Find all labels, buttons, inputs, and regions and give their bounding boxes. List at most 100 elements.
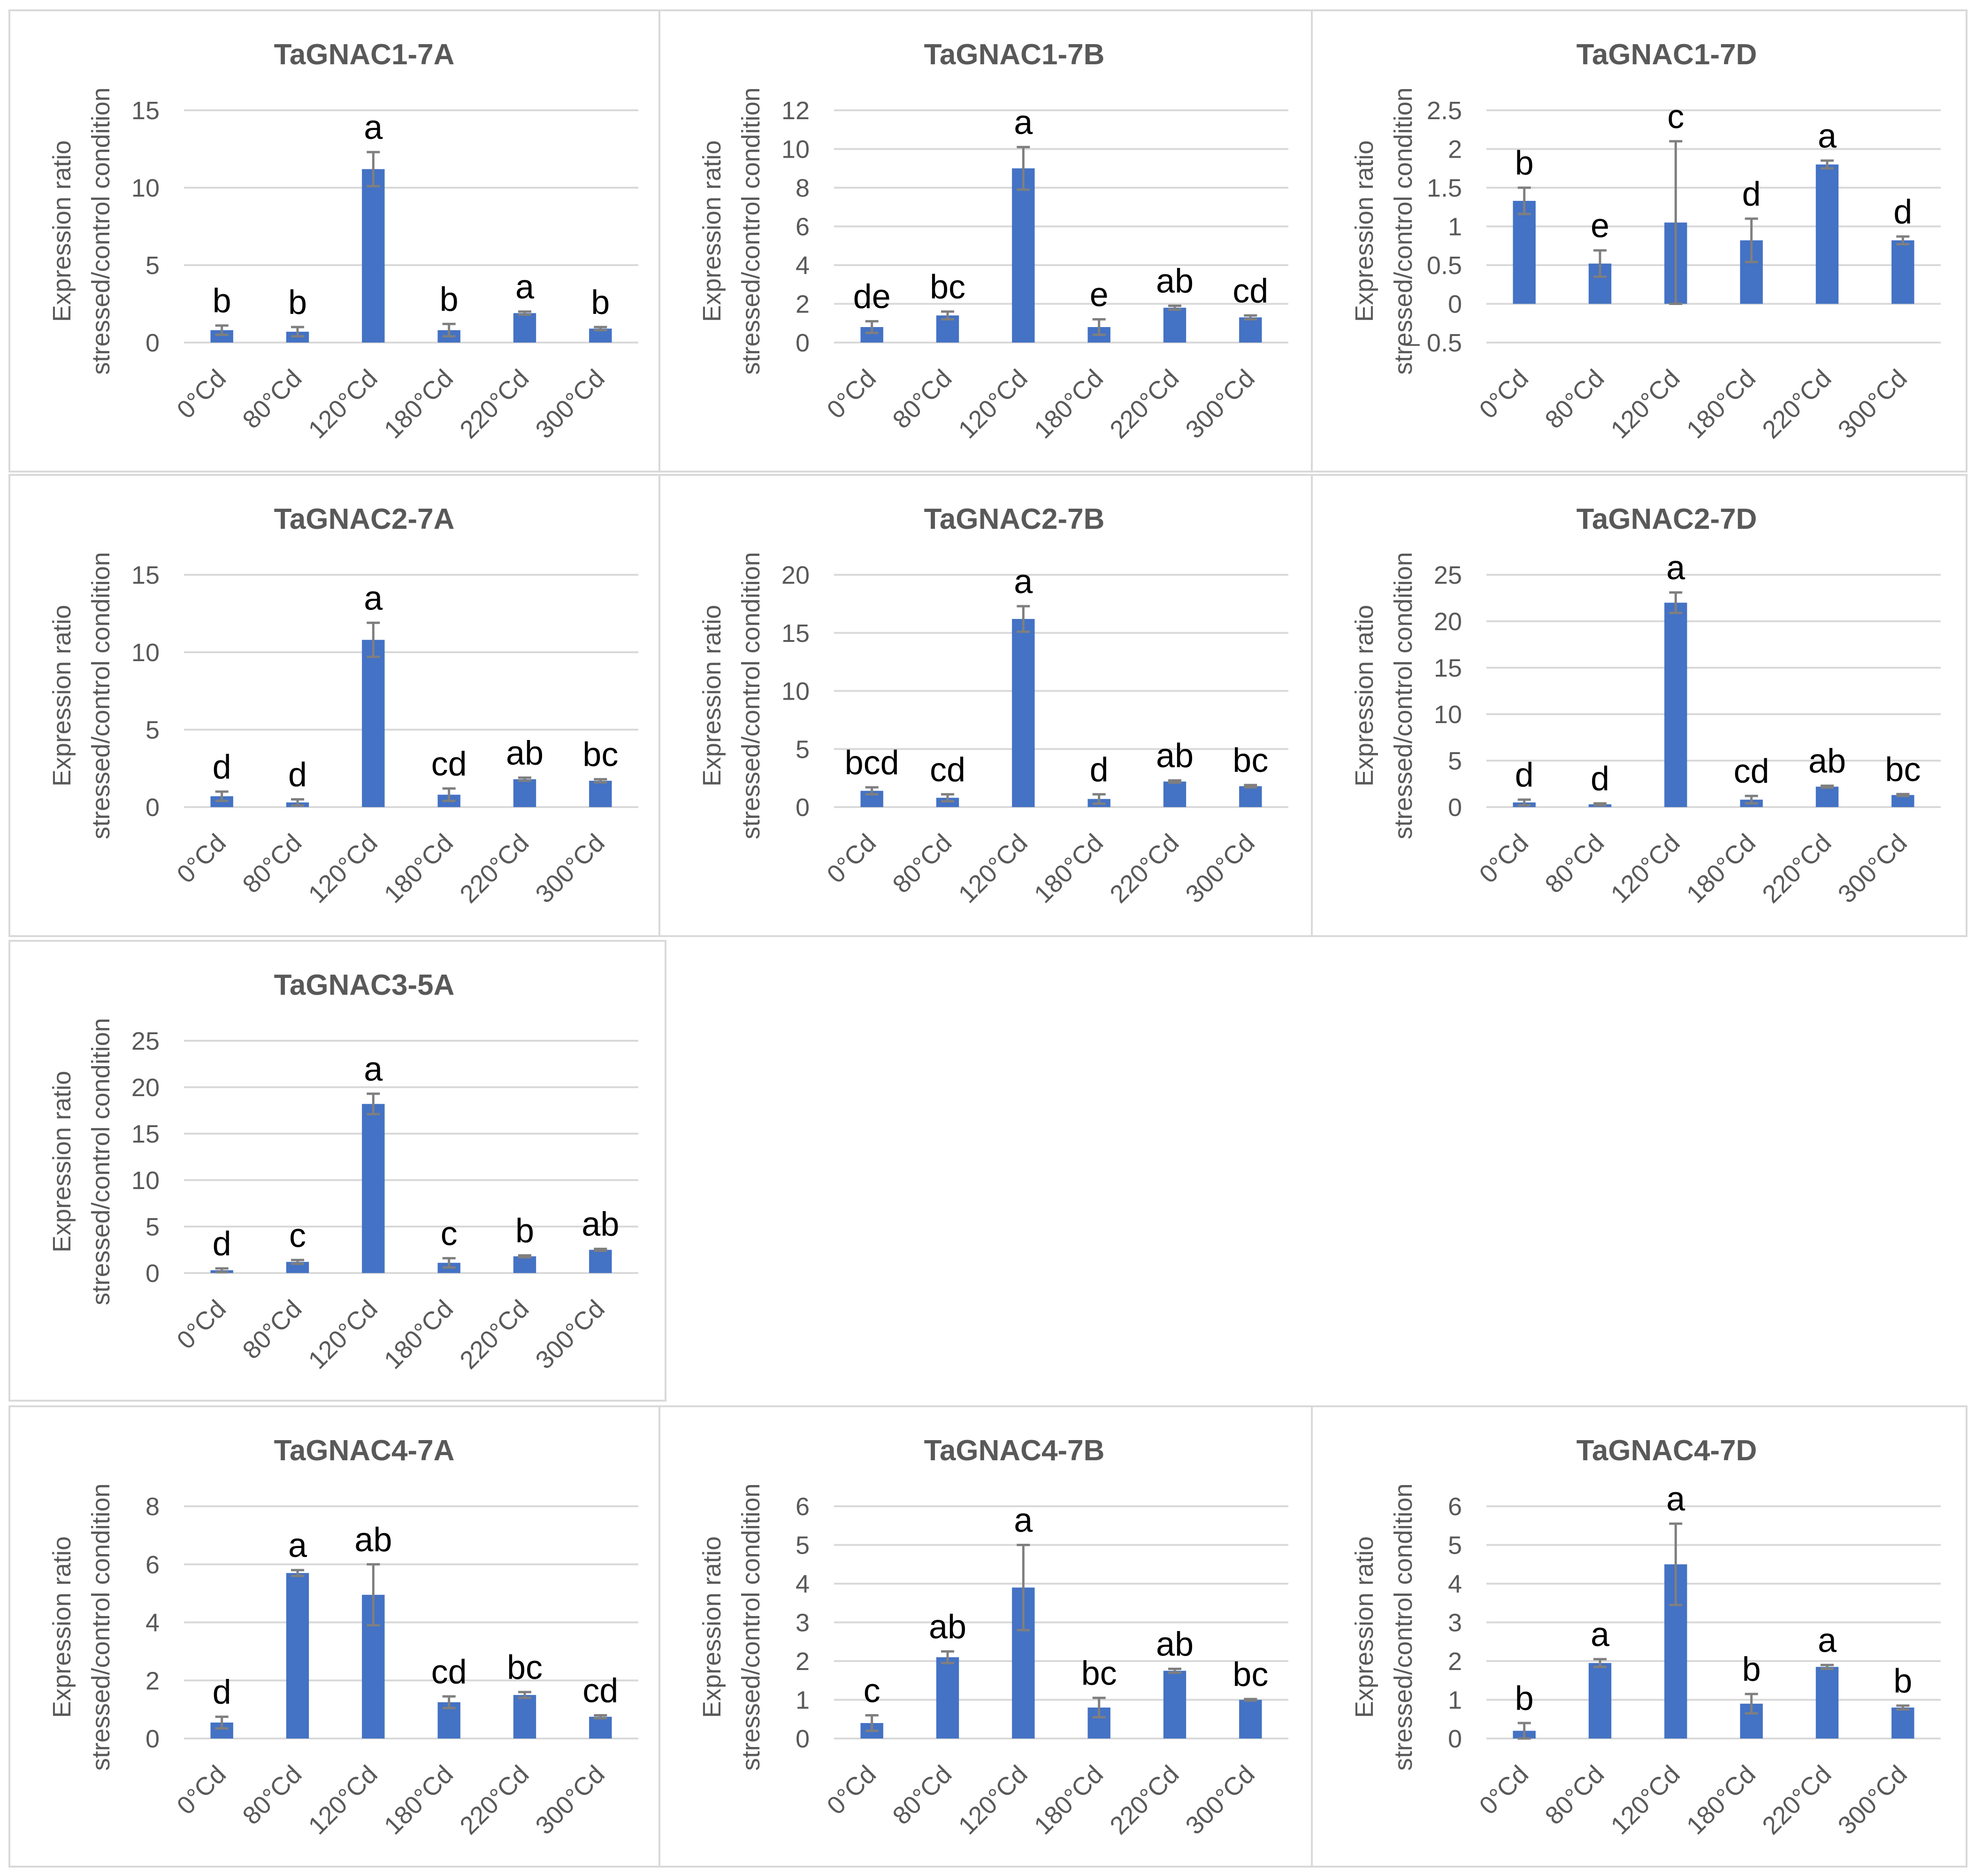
chart-panel-tagnac4-7a: TaGNAC4-7A Expression ratio stressed/contr… [8,1405,660,1868]
y-tick-label: 15 [131,1120,160,1148]
significance-letter: ab [582,1206,619,1243]
significance-letter: a [1818,117,1837,155]
chart-panel-tagnac3-5a: TaGNAC3-5A Expression ratio stressed/contr… [8,940,666,1402]
y-axis-label: stressed/control condition [1389,87,1417,374]
y-tick-label: 5 [1448,1532,1462,1560]
y-tick-label: 10 [1434,701,1462,729]
y-tick-label: 8 [145,1493,160,1521]
y-tick-label: 1 [796,1686,810,1715]
significance-letter: de [853,278,891,316]
y-axis-label: stressed/control condition [737,1483,765,1770]
significance-letter: bc [582,736,618,774]
y-axis-label: stressed/control condition [1389,1483,1417,1770]
bar [1163,307,1187,343]
chart-title: TaGNAC1-7A [274,38,455,71]
significance-letter: d [213,748,231,786]
significance-letter: b [1893,1662,1912,1700]
significance-letter: c [1667,98,1684,136]
y-tick-label: 0 [145,1259,160,1288]
bar [1012,168,1035,343]
significance-letter: b [1742,1651,1761,1688]
y-tick-label: 5 [145,1213,160,1241]
y-tick-label: 4 [796,252,810,280]
significance-letter: b [440,281,459,318]
chart-panel-tagnac4-7d: TaGNAC4-7D Expression ratio stressed/contr… [1311,1405,1967,1868]
significance-letter: b [515,1212,534,1250]
y-tick-label: 12 [781,97,810,125]
significance-letter: d [288,756,307,794]
significance-letter: ab [1808,742,1846,780]
panel-frame [8,1405,660,1868]
bar [1664,602,1687,807]
panel-frame [8,9,660,473]
significance-letter: d [1090,751,1109,789]
bar [1239,317,1262,343]
significance-letter: a [288,1527,307,1564]
y-tick-label: 0 [796,1725,810,1753]
bar [513,779,536,807]
y-axis-label: stressed/control condition [87,552,115,839]
significance-letter: d [1591,760,1609,798]
y-tick-label: 20 [131,1074,160,1102]
y-tick-label: 0 [1448,290,1462,319]
y-tick-label: 10 [131,174,160,202]
significance-letter: b [213,282,231,320]
y-tick-label: 0 [1448,793,1462,822]
bar [589,1716,612,1739]
y-tick-label: 1.5 [1427,174,1462,202]
panel-frame [658,9,1313,473]
chart-title: TaGNAC2-7B [924,503,1105,535]
significance-letter: a [1666,1480,1685,1518]
y-tick-label: 20 [781,561,810,589]
significance-letter: ab [1156,737,1194,775]
y-tick-label: 3 [1448,1609,1462,1637]
y-axis-label: Expression ratio [48,1071,76,1252]
y-tick-label: 10 [131,1167,160,1195]
y-tick-label: 20 [1434,608,1462,636]
significance-letter: cd [1734,753,1769,790]
y-tick-label: 0.5 [1427,252,1462,280]
significance-letter: bc [507,1649,543,1686]
chart-panel-tagnac1-7b: TaGNAC1-7B Expression ratio stressed/contr… [658,9,1313,473]
significance-letter: cd [930,751,965,789]
y-tick-label: – 0.5 [1406,329,1462,357]
significance-letter: e [1090,276,1109,314]
chart-title: TaGNAC2-7D [1577,503,1757,535]
y-tick-label: 10 [131,639,160,667]
significance-letter: c [864,1672,880,1710]
chart-panel-tagnac2-7d: TaGNAC2-7D Expression ratio stressed/contr… [1311,474,1967,937]
chart-panel-tagnac2-7b: TaGNAC2-7B Expression ratio stressed/contr… [658,474,1313,937]
chart-title: TaGNAC4-7A [274,1434,455,1467]
y-tick-label: 15 [1434,654,1462,682]
significance-letter: b [1515,145,1534,182]
significance-letter: ab [929,1608,966,1646]
bar [362,169,385,343]
y-tick-label: 1 [1448,213,1462,241]
significance-letter: a [1666,549,1685,587]
y-tick-label: 2 [796,1647,810,1676]
chart-title: TaGNAC1-7B [924,38,1105,71]
y-axis-label: stressed/control condition [87,1018,115,1305]
panel-frame [8,474,660,937]
significance-letter: d [1893,193,1912,231]
y-axis-label: Expression ratio [1350,605,1378,786]
y-tick-label: 15 [781,619,810,648]
y-axis-label: Expression ratio [1350,1536,1378,1718]
bar [589,1250,612,1273]
significance-letter: d [1515,756,1534,794]
bar [1891,240,1914,304]
significance-letter: cd [582,1672,618,1710]
y-axis-label: stressed/control condition [1389,552,1417,839]
bar [513,1256,536,1273]
bar [589,780,612,807]
significance-letter: a [1014,104,1033,141]
y-tick-label: 15 [131,97,160,125]
y-tick-label: 5 [1448,747,1462,775]
bar [1588,1663,1612,1739]
bar [936,1657,959,1739]
y-axis-label: Expression ratio [698,605,726,786]
significance-letter: cd [1232,272,1268,310]
bar [513,313,536,343]
panel-frame [1311,1405,1967,1868]
bar [362,640,385,807]
